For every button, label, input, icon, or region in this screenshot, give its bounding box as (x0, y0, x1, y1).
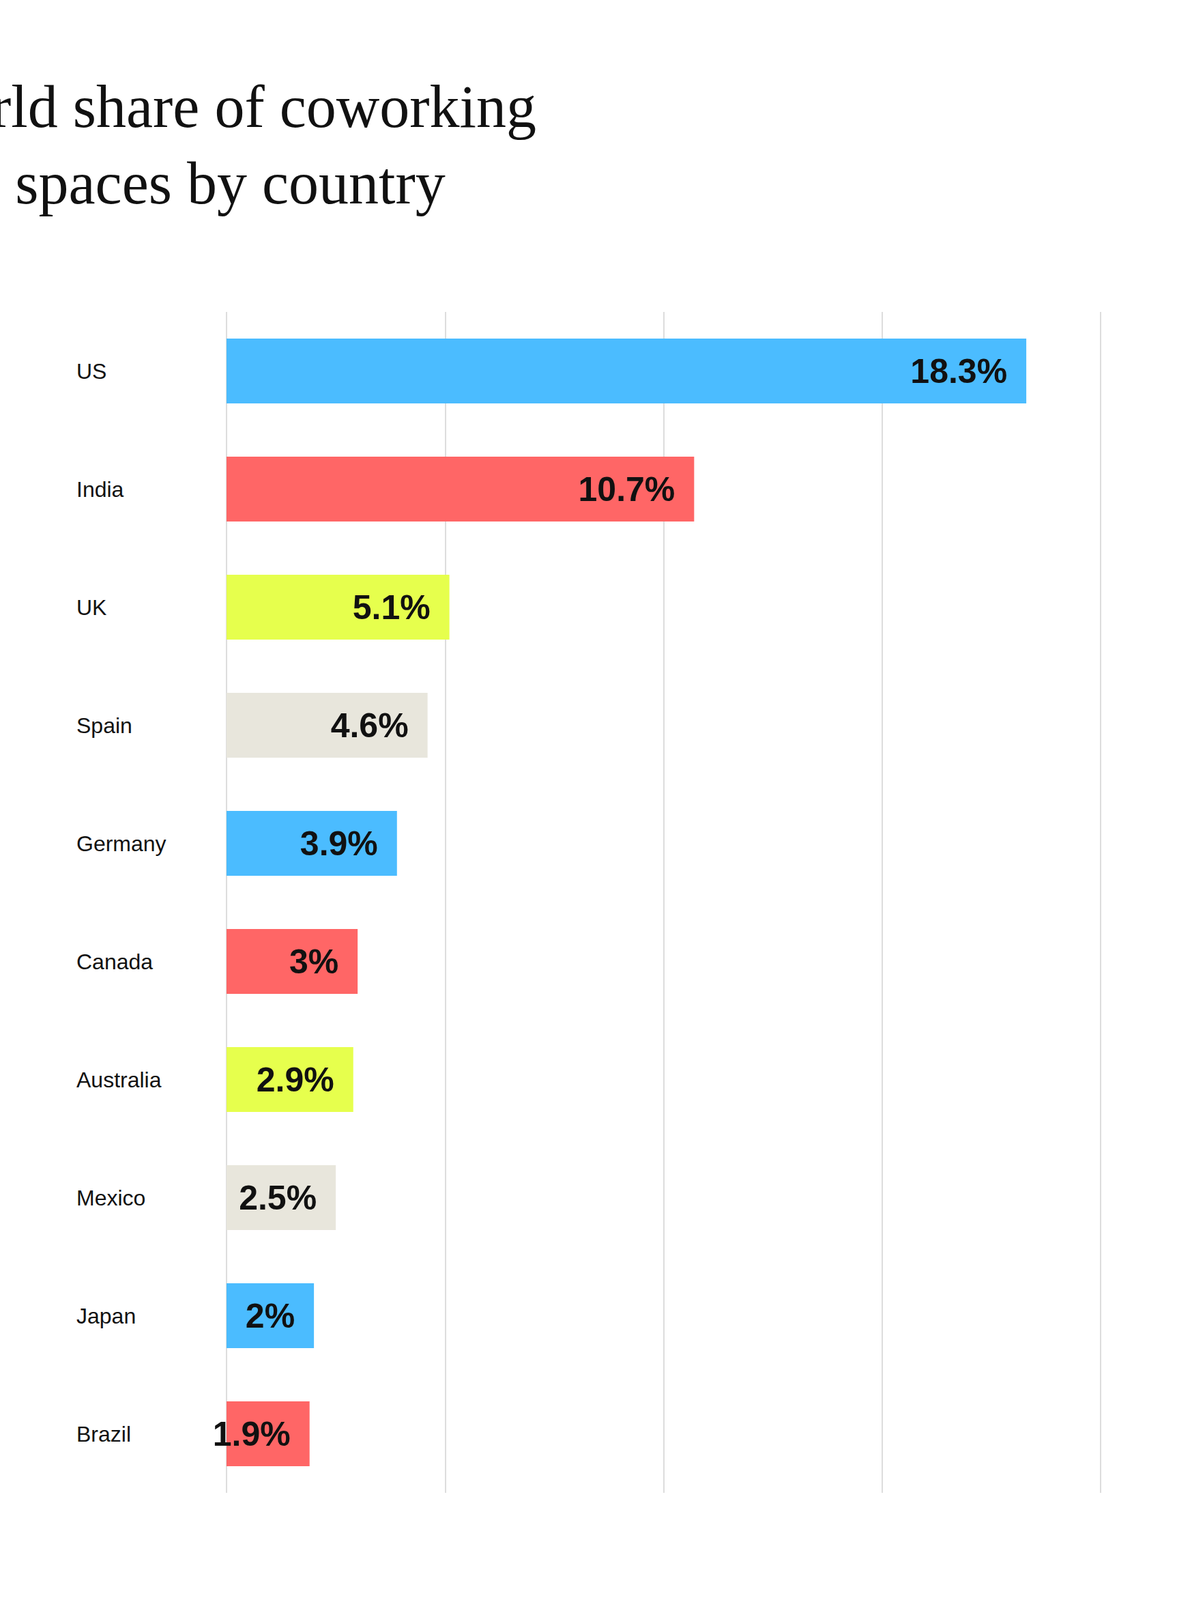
svg-text:Germany: Germany (76, 831, 167, 856)
svg-text:5.1%: 5.1% (352, 588, 431, 627)
svg-text:spaces by country: spaces by country (15, 150, 445, 217)
svg-text:Mexico: Mexico (76, 1185, 146, 1210)
svg-text:World share of coworking: World share of coworking (0, 73, 552, 140)
svg-text:US: US (76, 358, 107, 384)
svg-text:India: India (76, 476, 125, 502)
svg-text:10.7%: 10.7% (578, 470, 676, 509)
svg-text:3.9%: 3.9% (300, 824, 379, 863)
svg-text:2.9%: 2.9% (256, 1060, 335, 1099)
svg-text:3%: 3% (289, 942, 339, 981)
svg-text:18.3%: 18.3% (910, 352, 1008, 391)
svg-text:Spain: Spain (76, 713, 133, 738)
svg-text:Japan: Japan (76, 1303, 136, 1328)
svg-text:Australia: Australia (76, 1067, 162, 1092)
svg-text:UK: UK (76, 594, 107, 620)
svg-text:Canada: Canada (76, 949, 153, 974)
svg-text:2%: 2% (245, 1296, 295, 1335)
svg-text:1.9%: 1.9% (212, 1414, 291, 1453)
svg-text:Brazil: Brazil (76, 1421, 132, 1446)
svg-text:4.6%: 4.6% (330, 706, 409, 745)
svg-text:2.5%: 2.5% (238, 1178, 317, 1217)
